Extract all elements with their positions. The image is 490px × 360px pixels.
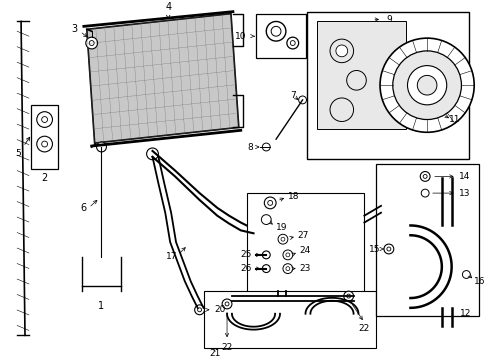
Text: 27: 27 — [297, 231, 309, 240]
Text: 14: 14 — [459, 172, 470, 181]
Circle shape — [266, 22, 286, 41]
Bar — [246, 193, 365, 296]
Circle shape — [37, 112, 52, 127]
Text: 20: 20 — [214, 305, 226, 314]
Circle shape — [283, 250, 293, 260]
Circle shape — [384, 244, 394, 254]
Circle shape — [147, 148, 158, 160]
Circle shape — [330, 39, 354, 63]
Text: 19: 19 — [276, 223, 288, 232]
Circle shape — [420, 171, 430, 181]
Bar — [204, 291, 376, 348]
Circle shape — [278, 234, 288, 244]
Circle shape — [271, 26, 281, 36]
Circle shape — [421, 189, 429, 197]
Circle shape — [37, 136, 52, 152]
Circle shape — [347, 294, 351, 298]
Circle shape — [408, 66, 447, 105]
Text: 26: 26 — [240, 264, 251, 273]
Circle shape — [286, 253, 290, 257]
Circle shape — [423, 175, 427, 179]
Text: 9: 9 — [386, 15, 392, 24]
Circle shape — [261, 215, 271, 225]
Text: 7: 7 — [290, 90, 295, 99]
Polygon shape — [87, 14, 239, 143]
Circle shape — [347, 71, 367, 90]
Text: 24: 24 — [299, 247, 311, 256]
Circle shape — [89, 41, 94, 45]
Circle shape — [97, 142, 106, 152]
Circle shape — [290, 41, 295, 45]
Circle shape — [225, 302, 229, 306]
Circle shape — [362, 15, 371, 24]
Bar — [256, 14, 305, 58]
Circle shape — [197, 308, 201, 312]
Circle shape — [298, 96, 306, 104]
Text: 5: 5 — [15, 137, 30, 158]
Text: 12: 12 — [460, 309, 471, 318]
Circle shape — [42, 141, 48, 147]
Circle shape — [393, 51, 462, 120]
Circle shape — [195, 305, 204, 315]
Text: 2: 2 — [42, 174, 48, 184]
Text: 13: 13 — [459, 189, 470, 198]
Text: 22: 22 — [221, 343, 233, 352]
Text: 15: 15 — [368, 244, 380, 253]
Circle shape — [380, 38, 474, 132]
Circle shape — [336, 45, 348, 57]
Circle shape — [365, 18, 368, 22]
Circle shape — [262, 251, 270, 259]
Bar — [376, 164, 479, 316]
Circle shape — [330, 98, 354, 121]
Circle shape — [268, 201, 272, 205]
Circle shape — [86, 37, 98, 49]
Circle shape — [287, 37, 298, 49]
Text: 11: 11 — [449, 115, 460, 124]
Circle shape — [42, 117, 48, 122]
Text: 17: 17 — [167, 252, 178, 261]
Text: 21: 21 — [209, 349, 221, 358]
Circle shape — [262, 143, 270, 151]
Circle shape — [344, 291, 354, 301]
Text: 16: 16 — [474, 277, 486, 286]
Circle shape — [463, 271, 470, 278]
Text: 25: 25 — [240, 251, 251, 260]
Bar — [31, 105, 58, 168]
Text: 10: 10 — [235, 32, 246, 41]
Bar — [317, 22, 406, 129]
Circle shape — [222, 299, 232, 309]
Text: 6: 6 — [81, 203, 87, 213]
Text: 4: 4 — [165, 2, 171, 19]
Text: 22: 22 — [359, 324, 370, 333]
Circle shape — [283, 264, 293, 274]
Circle shape — [387, 247, 391, 251]
Circle shape — [264, 197, 276, 209]
Circle shape — [281, 237, 285, 241]
Circle shape — [417, 75, 437, 95]
Circle shape — [262, 265, 270, 273]
Text: 23: 23 — [299, 264, 311, 273]
Bar — [307, 12, 469, 159]
Text: 3: 3 — [71, 24, 77, 34]
Text: 8: 8 — [248, 143, 253, 152]
Text: 18: 18 — [288, 192, 299, 201]
Circle shape — [286, 267, 290, 271]
Text: 1: 1 — [98, 301, 104, 311]
